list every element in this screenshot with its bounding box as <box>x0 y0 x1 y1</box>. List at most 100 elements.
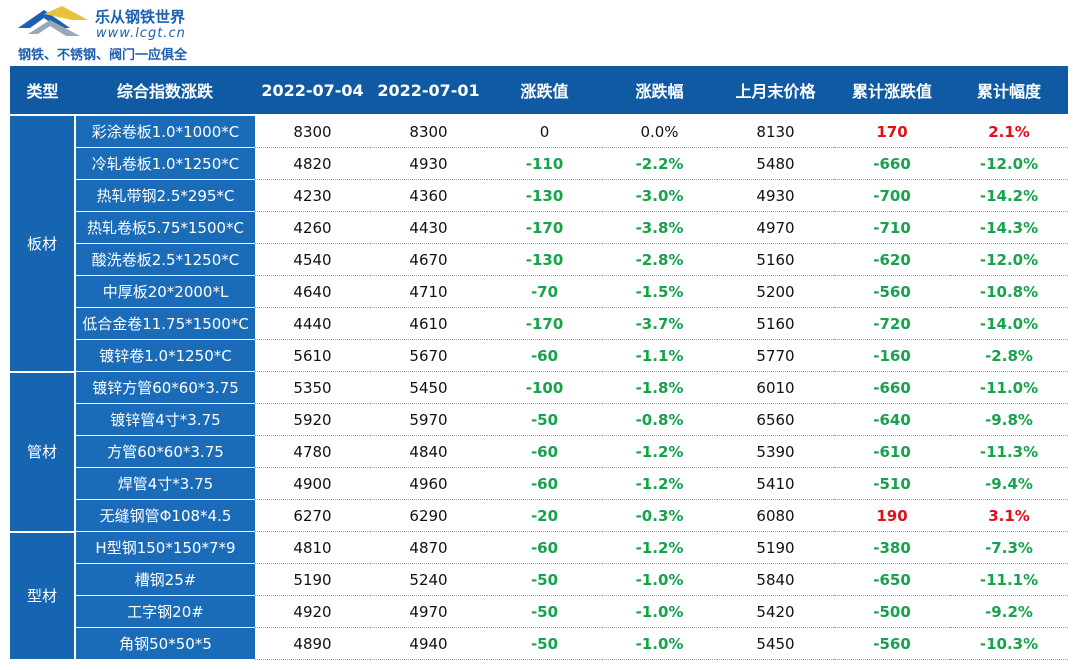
product-name: 镀锌方管60*60*3.75 <box>75 371 255 404</box>
cell: 4930 <box>717 179 834 212</box>
cell: -1.2% <box>602 467 717 500</box>
cell: 5420 <box>717 595 834 628</box>
product-name: 角钢50*50*5 <box>75 627 255 660</box>
table-row: 工字钢20# 4920 4970 -50 -1.0% 5420 -500 -9.2% <box>10 595 1068 628</box>
cell: 4710 <box>370 275 487 308</box>
column-header: 累计涨跌值 <box>834 66 950 116</box>
column-header: 涨跌值 <box>487 66 602 116</box>
cell: -700 <box>834 179 950 212</box>
cell: -12.0% <box>950 147 1068 180</box>
product-name: 镀锌管4寸*3.75 <box>75 403 255 436</box>
product-name: 镀锌卷1.0*1250*C <box>75 339 255 372</box>
price-table: 类型 综合指数涨跌 2022-07-04 2022-07-01 涨跌值 涨跌幅 上月末价格累… <box>10 66 1068 661</box>
cell: -14.0% <box>950 307 1068 340</box>
cell: -3.0% <box>602 179 717 212</box>
cell: 6270 <box>255 499 370 532</box>
cell: 4780 <box>255 435 370 468</box>
cell: -380 <box>834 531 950 564</box>
cell: 4230 <box>255 179 370 212</box>
table-row: 无缝钢管Φ108*4.5 6270 6290 -20 -0.3% 6080 190 3.1% <box>10 499 1068 532</box>
column-header: 2022-07-04 <box>255 66 370 116</box>
cell: -1.1% <box>602 339 717 372</box>
cell: 4970 <box>717 211 834 244</box>
cell: 8300 <box>255 115 370 148</box>
product-name: 酸洗卷板2.5*1250*C <box>75 243 255 276</box>
group-label: 管材 <box>10 371 76 533</box>
cell: -130 <box>487 179 602 212</box>
cell: 5160 <box>717 307 834 340</box>
cell: 4920 <box>255 595 370 628</box>
cell: -12.0% <box>950 243 1068 276</box>
cell: -1.2% <box>602 435 717 468</box>
table-row: 镀锌管4寸*3.75 5920 5970 -50 -0.8% 6560 -640 -9.8% <box>10 403 1068 436</box>
table-row: 槽钢25# 5190 5240 -50 -1.0% 5840 -650 -11.1% <box>10 563 1068 596</box>
brand-name: 乐从钢铁世界 <box>95 8 186 26</box>
column-header: 累计幅度 <box>950 66 1068 116</box>
cell: 6560 <box>717 403 834 436</box>
cell: 4640 <box>255 275 370 308</box>
product-name: 热轧卷板5.75*1500*C <box>75 211 255 244</box>
table-row: 中厚板20*2000*L 4640 4710 -70 -1.5% 5200 -560 -10.… <box>10 275 1068 308</box>
cell: -1.5% <box>602 275 717 308</box>
product-name: 焊管4寸*3.75 <box>75 467 255 500</box>
product-name: 方管60*60*3.75 <box>75 435 255 468</box>
table-row: 热轧卷板5.75*1500*C 4260 4430 -170 -3.8% 4970 -710… <box>10 211 1068 244</box>
table-row: 冷轧卷板1.0*1250*C 4820 4930 -110 -2.2% 5480 -660-… <box>10 147 1068 180</box>
cell: -0.8% <box>602 403 717 436</box>
product-name: 中厚板20*2000*L <box>75 275 255 308</box>
cell: 5190 <box>717 531 834 564</box>
table-row: 热轧带钢2.5*295*C 4230 4360 -130 -3.0% 4930 -700 -1… <box>10 179 1068 212</box>
cell: -3.7% <box>602 307 717 340</box>
cell: 4260 <box>255 211 370 244</box>
column-header: 涨跌幅 <box>602 66 717 116</box>
cell: -2.2% <box>602 147 717 180</box>
cell: -170 <box>487 211 602 244</box>
table-body: 板材 彩涂卷板1.0*1000*C 8300 8300 0 0.0% 8130 170 2.1%… <box>10 115 1068 661</box>
cell: 5190 <box>255 563 370 596</box>
cell: 4890 <box>255 627 370 660</box>
product-name: 低合金卷11.75*1500*C <box>75 307 255 340</box>
cell: -3.8% <box>602 211 717 244</box>
cell: -11.1% <box>950 563 1068 596</box>
product-name: 彩涂卷板1.0*1000*C <box>75 115 255 148</box>
cell: -560 <box>834 275 950 308</box>
cell: -650 <box>834 563 950 596</box>
cell: -130 <box>487 243 602 276</box>
table-row: 低合金卷11.75*1500*C 4440 4610 -170 -3.7% 5160 -72… <box>10 307 1068 340</box>
cell: -500 <box>834 595 950 628</box>
cell: 5350 <box>255 371 370 404</box>
cell: -60 <box>487 435 602 468</box>
cell: -50 <box>487 563 602 596</box>
table-row: 方管60*60*3.75 4780 4840 -60 -1.2% 5390 -610 -11.… <box>10 435 1068 468</box>
cell: -50 <box>487 403 602 436</box>
cell: 0 <box>487 115 602 148</box>
cell: 190 <box>834 499 950 532</box>
cell: -10.8% <box>950 275 1068 308</box>
cell: -20 <box>487 499 602 532</box>
logo-icon <box>18 6 88 36</box>
cell: 4840 <box>370 435 487 468</box>
cell: 4960 <box>370 467 487 500</box>
cell: -60 <box>487 531 602 564</box>
cell: -100 <box>487 371 602 404</box>
cell: -610 <box>834 435 950 468</box>
cell: -620 <box>834 243 950 276</box>
cell: 170 <box>834 115 950 148</box>
cell: -160 <box>834 339 950 372</box>
cell: -11.3% <box>950 435 1068 468</box>
cell: 5840 <box>717 563 834 596</box>
cell: -170 <box>487 307 602 340</box>
cell: 5920 <box>255 403 370 436</box>
cell: 5410 <box>717 467 834 500</box>
cell: -60 <box>487 339 602 372</box>
group-label: 板材 <box>10 115 76 373</box>
cell: 5200 <box>717 275 834 308</box>
cell: 4940 <box>370 627 487 660</box>
cell: -60 <box>487 467 602 500</box>
cell: -11.0% <box>950 371 1068 404</box>
cell: -70 <box>487 275 602 308</box>
table-row: 镀锌卷1.0*1250*C 5610 5670 -60 -1.1% 5770 -160 -2.… <box>10 339 1068 372</box>
product-name: 工字钢20# <box>75 595 255 628</box>
cell: -710 <box>834 211 950 244</box>
